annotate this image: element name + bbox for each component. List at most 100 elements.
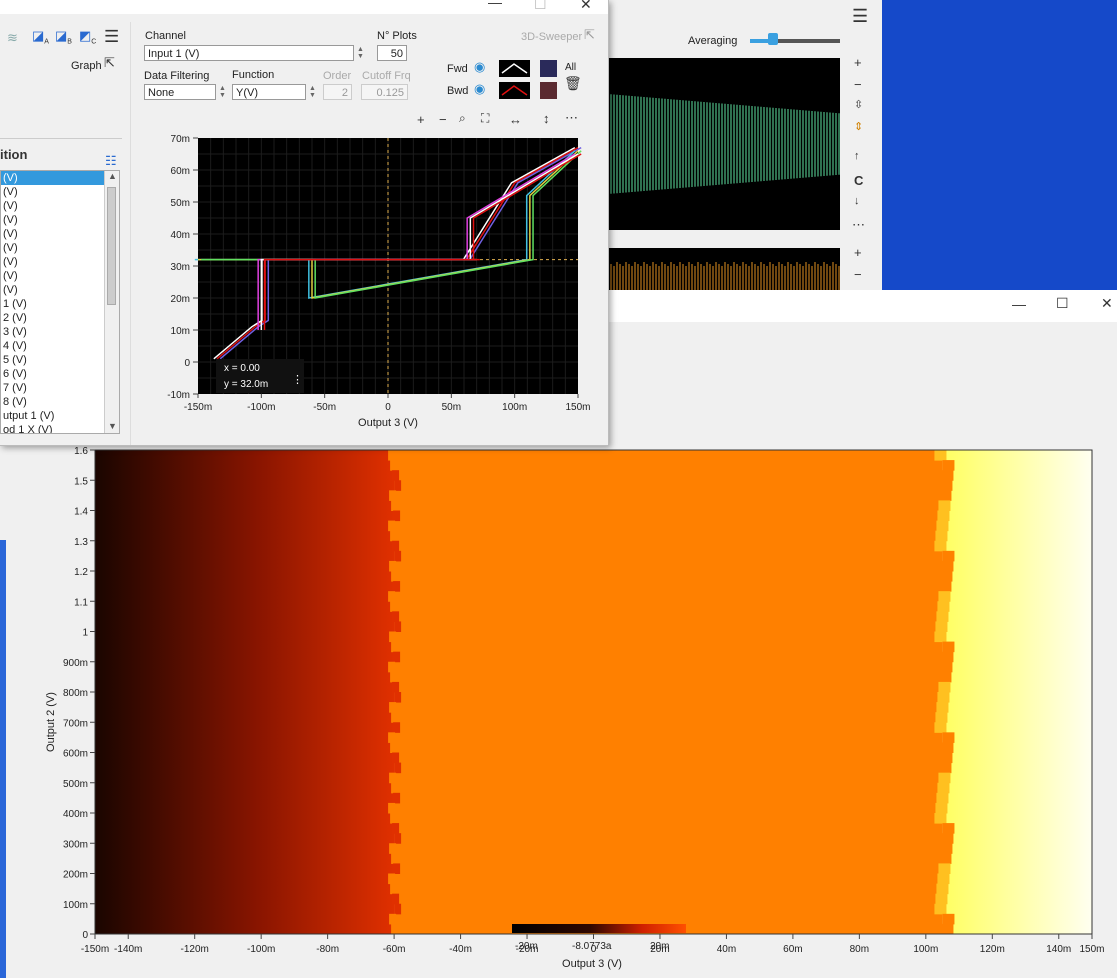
heatmap-y-tick-label: 1.3 (74, 537, 88, 548)
signal-list-item[interactable]: od 1 X (V) (3, 424, 53, 434)
signal-list[interactable]: (V) (V) (V) (V) (V) (V) (V) (V) (V) 1 (V… (0, 170, 120, 434)
heatmap-row-edge (390, 671, 398, 683)
y-tick-label: 70m (171, 134, 190, 145)
nplots-input[interactable]: 50 (377, 45, 407, 61)
signal-list-item[interactable]: (V) (3, 200, 18, 212)
signal-list-item[interactable]: 7 (V) (3, 382, 27, 394)
hamburger-menu-icon[interactable]: ☰ (104, 27, 120, 46)
hysteresis-plot[interactable]: 70m 60m 50m 40m 30m 20m 10m 0 -10m -150m -100m -50… (140, 132, 605, 432)
signal-list-item[interactable]: (V) (3, 284, 18, 296)
heatmap-row-edge (934, 631, 947, 643)
signal-list-item[interactable]: 2 (V) (3, 312, 27, 324)
fwd-color-swatch[interactable] (540, 60, 557, 77)
fwd-label: Fwd (447, 63, 468, 75)
scroll-down-icon[interactable]: ▼ (108, 421, 117, 431)
fit-vertical-icon[interactable]: ⇳ (854, 99, 864, 111)
arrow-up-icon[interactable]: ↑ (854, 150, 860, 162)
channel-label: Channel (145, 30, 186, 42)
list-scroll-thumb[interactable] (107, 187, 116, 305)
minimize-icon[interactable]: — (1012, 296, 1026, 312)
heatmap-row-edge (936, 883, 949, 895)
maximize-icon[interactable]: ☐ (1056, 295, 1069, 311)
close-icon[interactable]: ✕ (580, 0, 592, 12)
heatmap-row-edge (939, 853, 952, 864)
heatmap-row-edge (392, 752, 400, 764)
signal-list-item[interactable]: 8 (V) (3, 396, 27, 408)
heatmap-x-tick-label: 40m (717, 944, 736, 955)
waveform-icon[interactable]: ≋ (7, 30, 18, 45)
heatmap-row-edge (936, 611, 949, 622)
heatmap-row-edge (940, 571, 953, 582)
zoom-out-icon[interactable]: − (439, 112, 447, 127)
list-view-icon[interactable]: ☷ (105, 153, 117, 168)
fwd-line-style[interactable] (499, 60, 530, 77)
list-scrollbar[interactable]: ▲ ▼ (104, 171, 119, 433)
trash-icon[interactable]: 🗑 (564, 75, 582, 91)
auto-scale-icon[interactable]: ⇕ (854, 121, 864, 133)
list-title: ition (0, 147, 28, 162)
close-icon[interactable]: ✕ (1101, 295, 1113, 311)
signal-list-item[interactable]: 4 (V) (3, 340, 27, 352)
signal-list-item[interactable]: (V) (3, 214, 18, 226)
colorbar-label-min: -20m (515, 941, 538, 952)
bwd-visibility-eye-icon[interactable]: ◉ (474, 81, 486, 96)
more-options-icon[interactable]: ⋯ (852, 217, 865, 232)
heatmap-y-tick-label: 300m (63, 839, 88, 850)
signal-list-item[interactable]: (V) (1, 171, 119, 185)
heatmap-x-tick-label: -150m (81, 944, 109, 955)
channel-a-icon[interactable]: ◪A (32, 28, 49, 46)
zoom-region-icon[interactable]: ⌕ (459, 111, 466, 125)
function-spinner[interactable]: ▲ ▼ (309, 85, 316, 99)
graph-external-icon[interactable]: ⇱ (104, 55, 115, 70)
order-label: Order (323, 70, 352, 82)
signal-list-item[interactable]: 1 (V) (3, 298, 27, 310)
heatmap-row-edge (940, 752, 953, 764)
bwd-line-style[interactable] (499, 82, 530, 99)
channel-select[interactable]: Input 1 (V) (144, 45, 354, 61)
hamburger-menu-icon[interactable]: ☰ (852, 6, 869, 26)
signal-list-item[interactable]: 5 (V) (3, 354, 27, 366)
arrow-down-icon[interactable]: ↓ (854, 195, 860, 207)
heatmap-y-tick-label: 1.1 (74, 597, 88, 608)
zoom-in-icon[interactable]: + (417, 112, 425, 127)
scroll-up-icon[interactable]: ▲ (108, 171, 117, 181)
heatmap-row-edge (942, 641, 955, 653)
bwd-color-swatch[interactable] (540, 82, 557, 99)
minimize-icon[interactable]: — (488, 0, 502, 10)
signal-list-item[interactable]: 6 (V) (3, 368, 27, 380)
readout-menu-icon[interactable]: ⋮ (292, 374, 303, 386)
averaging-slider-thumb[interactable] (767, 33, 778, 45)
data-filtering-spinner[interactable]: ▲ ▼ (219, 85, 226, 99)
heatmap-y-tick-label: 400m (63, 809, 88, 820)
averaging-slider[interactable] (750, 33, 840, 45)
zoom-out-icon[interactable]: − (854, 77, 862, 92)
x-tick-label: -50m (313, 402, 336, 413)
fit-horizontal-icon[interactable]: ↔ (509, 112, 522, 127)
channel-c-icon[interactable]: ◩C (79, 28, 97, 46)
signal-list-item[interactable]: (V) (3, 242, 18, 254)
signal-list-item[interactable]: (V) (3, 228, 18, 240)
data-filtering-select[interactable]: None (144, 84, 216, 100)
channel-spinner[interactable]: ▲ ▼ (357, 46, 364, 60)
channel-b-icon[interactable]: ◪B (55, 28, 72, 46)
signal-list-item[interactable]: utput 1 (V) (3, 410, 55, 422)
more-options-icon[interactable]: ⋯ (565, 110, 578, 125)
heatmap-row-edge (941, 651, 954, 663)
fwd-visibility-eye-icon[interactable]: ◉ (474, 59, 486, 74)
heatmap-row-edge (388, 520, 396, 532)
signal-list-item[interactable]: (V) (3, 256, 18, 268)
zoom-in-icon[interactable]: + (854, 55, 862, 70)
zoom-in-icon-2[interactable]: + (854, 245, 862, 260)
heatmap-row-edge (391, 782, 399, 794)
signal-list-item[interactable]: (V) (3, 270, 18, 282)
fit-vertical-icon[interactable]: ↕ (543, 111, 550, 126)
signal-list-item[interactable]: (V) (3, 186, 18, 198)
heatmap-row-edge (388, 591, 396, 602)
heatmap-row-edge (937, 782, 950, 794)
zoom-out-icon-2[interactable]: − (854, 267, 862, 282)
center-button[interactable]: C (854, 173, 864, 188)
signal-list-item[interactable]: 3 (V) (3, 326, 27, 338)
fit-all-icon[interactable]: ⛶ (481, 111, 490, 125)
readout-x: x = 0.00 (224, 363, 260, 374)
function-select[interactable]: Y(V) (232, 84, 306, 100)
